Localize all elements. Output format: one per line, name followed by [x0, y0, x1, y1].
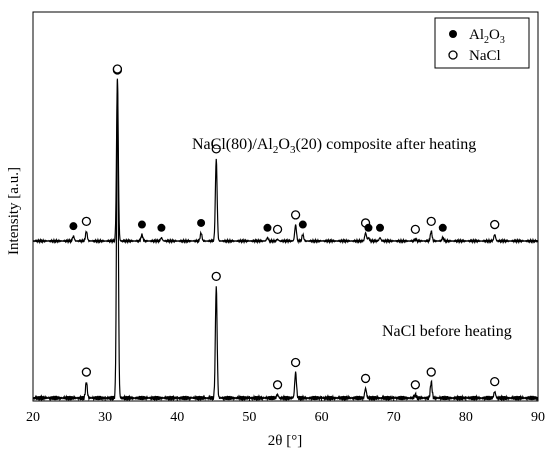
- nacl-peak-marker: [490, 376, 500, 387]
- x-axis-label: 2θ [°]: [268, 433, 302, 449]
- al2o3-peak-marker: [376, 223, 385, 232]
- x-tick-label: 80: [459, 410, 473, 425]
- series-line-1: [32, 79, 539, 245]
- x-tick-label: 30: [98, 410, 112, 425]
- x-tick-label: 60: [315, 410, 329, 425]
- x-tick-label: 90: [531, 410, 545, 425]
- legend-box: [434, 17, 530, 69]
- x-tick-label: 50: [242, 410, 256, 425]
- nacl-peak-marker: [426, 367, 436, 377]
- al2o3-peak-marker: [69, 222, 78, 231]
- nacl-peak-marker: [81, 216, 92, 226]
- legend-al2o3-label: Al2O3: [469, 27, 505, 46]
- series-2-label: NaCl before heating: [382, 323, 512, 340]
- al2o3-peak-marker: [157, 223, 166, 232]
- x-tick-label: 70: [387, 410, 401, 425]
- legend-nacl-label: NaCl: [469, 48, 501, 64]
- nacl-peak-marker: [410, 224, 421, 235]
- nacl-peak-marker: [272, 224, 283, 235]
- nacl-peak-marker: [290, 210, 301, 220]
- x-tick-label: 40: [170, 410, 184, 425]
- nacl-peak-marker: [112, 64, 123, 74]
- nacl-peak-marker: [290, 357, 301, 368]
- al2o3-peak-marker: [197, 218, 206, 227]
- x-tick-label: 20: [26, 410, 40, 425]
- nacl-peak-marker: [272, 380, 283, 390]
- al2o3-peak-marker: [298, 220, 307, 229]
- nacl-peak-marker: [211, 271, 221, 282]
- nacl-peak-marker: [81, 367, 92, 377]
- legend-filled-circle-icon: [449, 30, 457, 38]
- nacl-peak-marker: [211, 144, 221, 154]
- nacl-peak-marker: [360, 373, 371, 384]
- nacl-peak-marker: [490, 219, 500, 230]
- plot-frame: [32, 11, 539, 402]
- series-line-2: [32, 78, 539, 402]
- series-group: [32, 64, 539, 402]
- nacl-peak-marker: [426, 216, 436, 226]
- nacl-peak-marker: [410, 380, 421, 390]
- legend-open-circle-icon: [448, 50, 458, 60]
- y-axis-label: Intensity [a.u.]: [6, 167, 22, 255]
- al2o3-peak-marker: [438, 223, 447, 232]
- legend: Al2O3 NaCl: [434, 17, 530, 69]
- series-1-label: NaCl(80)/Al2O3(20) composite after heati…: [192, 136, 476, 156]
- x-axis-ticks: 20 30 40 50 60 70 80 90: [26, 396, 545, 425]
- al2o3-peak-marker: [263, 223, 272, 232]
- al2o3-peak-marker: [137, 220, 146, 229]
- al2o3-peak-marker: [364, 223, 373, 232]
